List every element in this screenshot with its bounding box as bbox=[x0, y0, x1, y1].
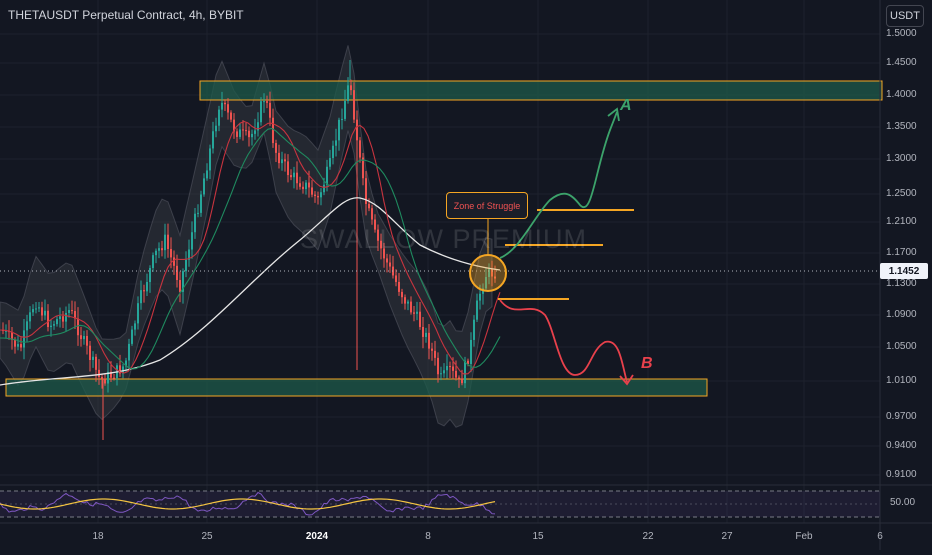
price-tick-label: 1.0500 bbox=[886, 341, 917, 352]
price-tick-label: 1.3000 bbox=[886, 153, 917, 164]
price-tick-label: 1.1300 bbox=[886, 278, 917, 289]
watermark: SWALLOW PREMIUM bbox=[300, 224, 588, 254]
price-tick-label: 1.2100 bbox=[886, 216, 917, 227]
price-tick-label: 1.5000 bbox=[886, 28, 917, 39]
grid-lines bbox=[0, 0, 881, 523]
price-tick-label: 1.3500 bbox=[886, 121, 917, 132]
scenario-b-label: B bbox=[641, 355, 653, 372]
moving-average-long bbox=[0, 197, 501, 386]
price-tick-label: 1.4500 bbox=[886, 57, 917, 68]
time-tick-label: 27 bbox=[721, 531, 733, 542]
price-tick-label: 1.2500 bbox=[886, 188, 917, 199]
chart-title: THETAUSDT Perpetual Contract, 4h, BYBIT bbox=[8, 8, 244, 22]
price-tick-label: 1.1700 bbox=[886, 247, 917, 258]
time-tick-label: 6 bbox=[877, 531, 883, 542]
time-tick-label: 2024 bbox=[305, 531, 329, 542]
time-tick-label: 8 bbox=[425, 531, 431, 542]
price-tick-label: 0.9100 bbox=[886, 469, 917, 480]
moving-average-mid bbox=[0, 127, 501, 370]
support-zone[interactable] bbox=[5, 378, 708, 397]
resistance-zone[interactable] bbox=[199, 80, 883, 101]
currency-button[interactable]: USDT bbox=[886, 5, 924, 27]
time-tick-label: 15 bbox=[532, 531, 544, 542]
zone-of-struggle-label[interactable]: Zone of Struggle bbox=[446, 192, 528, 219]
scenario-b-arrowhead bbox=[619, 374, 634, 386]
price-tick-label: 1.0900 bbox=[886, 309, 917, 320]
scenario-b-path[interactable] bbox=[499, 299, 628, 383]
price-tick-label: 1.4000 bbox=[886, 89, 917, 100]
current-price-badge: 1.1452 bbox=[880, 263, 928, 279]
time-tick-label: 25 bbox=[201, 531, 213, 542]
price-tick-label: 0.9700 bbox=[886, 411, 917, 422]
scenario-a-arrowhead bbox=[607, 107, 620, 122]
time-tick-label: 18 bbox=[92, 531, 104, 542]
price-tick-label: 0.9400 bbox=[886, 440, 917, 451]
rsi-value-label: 50.00 bbox=[890, 497, 916, 508]
scenario-a-path[interactable] bbox=[499, 111, 618, 259]
struggle-circle[interactable] bbox=[469, 254, 507, 292]
time-tick-label: 22 bbox=[642, 531, 654, 542]
price-tick-label: 1.0100 bbox=[886, 375, 917, 386]
time-tick-label: Feb bbox=[795, 531, 813, 542]
moving-average-short bbox=[0, 120, 501, 375]
rsi-pane[interactable] bbox=[0, 484, 932, 524]
candles bbox=[2, 60, 496, 440]
rsi-moving-average bbox=[0, 498, 496, 510]
scenario-a-label: A bbox=[620, 97, 632, 114]
